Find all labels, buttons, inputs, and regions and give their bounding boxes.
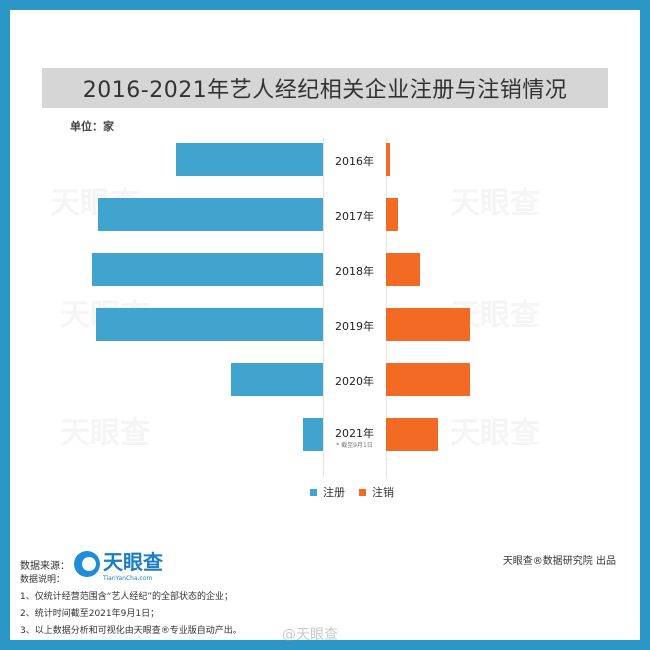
year-label: 2021年 [335,427,374,440]
tianyancha-logo: 天眼查 TianYanCha.com [74,546,163,582]
footnote-2021: * 截至9月1日 [336,442,373,449]
logo-text: 天眼查 [103,550,163,574]
legend-item-register: 注册 [310,484,345,500]
axis-line-left [323,138,324,478]
bar-cancel [386,198,398,231]
legend-label: 注销 [372,486,394,499]
chart-panel: 天眼查 天眼查 天眼查 天眼查 天眼查 天眼查 2016-2021年艺人经纪相关… [10,10,640,640]
notes-heading: 数据说明： [20,575,66,585]
logo-subtext: TianYanCha.com [103,575,153,582]
bar-register [98,198,323,231]
logo-icon [74,551,100,577]
bar-register [231,363,323,396]
bar-register [303,418,323,451]
bar-cancel [386,363,470,396]
year-label: 2017年 [335,210,374,223]
bar-register [96,308,323,341]
title-bar: 2016-2021年艺人经纪相关企业注册与注销情况 [42,68,608,108]
data-notes: 数据说明： 1、仅统计经营范围含“艺人经纪”的全部状态的企业； 2、统计时间截至… [20,572,242,640]
watermark: 天眼查 [450,416,540,451]
weibo-watermark: @天眼查 [282,627,338,643]
year-label: 2018年 [335,265,374,278]
source-label: 数据来源： [20,560,70,572]
legend-swatch-orange [359,488,366,496]
watermark: 天眼查 [60,416,150,451]
watermark: 天眼查 [450,186,540,221]
year-label: 2016年 [335,155,374,168]
bar-cancel [386,418,438,451]
bar-cancel [386,253,420,286]
legend-label: 注册 [323,486,345,499]
note-item: 3、以上数据分析和可视化由天眼查®专业版自动产出。 [20,626,242,636]
bar-cancel [386,308,470,341]
year-label: 2019年 [335,320,374,333]
bar-register [92,253,323,286]
legend: 注册 注销 [310,484,394,500]
data-source: 数据来源： 天眼查 TianYanCha.com [20,546,163,582]
bar-cancel [386,143,390,176]
note-item: 1、仅统计经营范围含“艺人经纪”的全部状态的企业； [20,592,234,602]
legend-swatch-blue [310,488,317,496]
unit-label: 单位：家 [70,120,114,133]
bar-register [176,143,323,176]
credit: 天眼查®数据研究院 出品 [502,556,616,567]
note-item: 2、统计时间截至2021年9月1日； [20,609,160,619]
chart-title: 2016-2021年艺人经纪相关企业注册与注销情况 [82,78,568,103]
legend-item-cancel: 注销 [359,484,394,500]
year-label: 2020年 [335,375,374,388]
